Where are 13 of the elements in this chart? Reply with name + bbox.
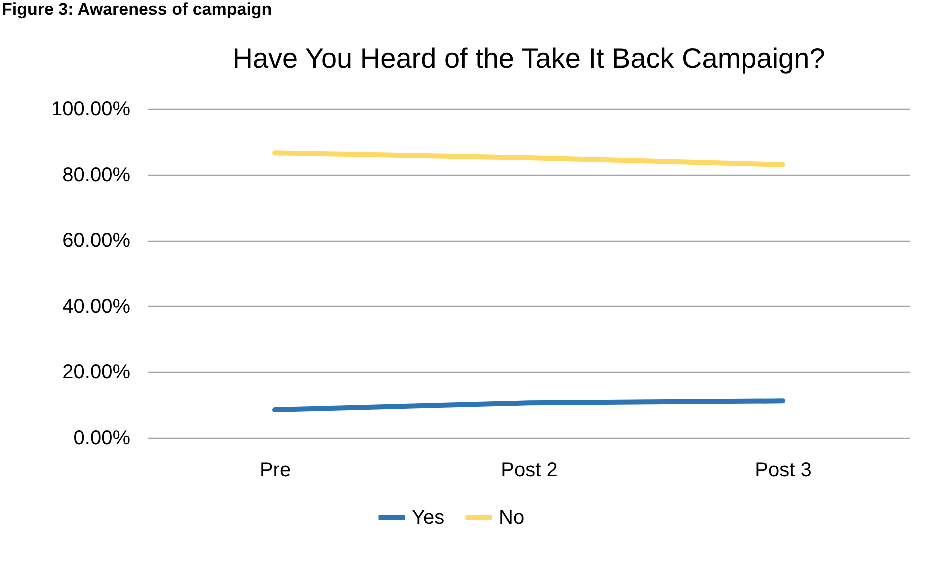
legend-label: Yes — [412, 507, 445, 529]
caption: Figure 3: Awareness of campaign — [2, 0, 272, 19]
y-tick-label: 100.00% — [52, 98, 131, 120]
legend-label: No — [499, 507, 525, 529]
y-tick-label: 80.00% — [62, 164, 131, 186]
y-tick-label: 60.00% — [62, 230, 131, 252]
y-tick-label: 0.00% — [74, 428, 131, 450]
chart-title: Have You Heard of the Take It Back Campaign? — [232, 43, 826, 74]
x-tick-label: Pre — [260, 460, 292, 482]
x-tick-label: Post 3 — [755, 460, 812, 482]
y-tick-label: 40.00% — [62, 296, 131, 318]
y-tick-label: 20.00% — [62, 362, 131, 384]
x-tick-label: Post 2 — [501, 460, 558, 482]
